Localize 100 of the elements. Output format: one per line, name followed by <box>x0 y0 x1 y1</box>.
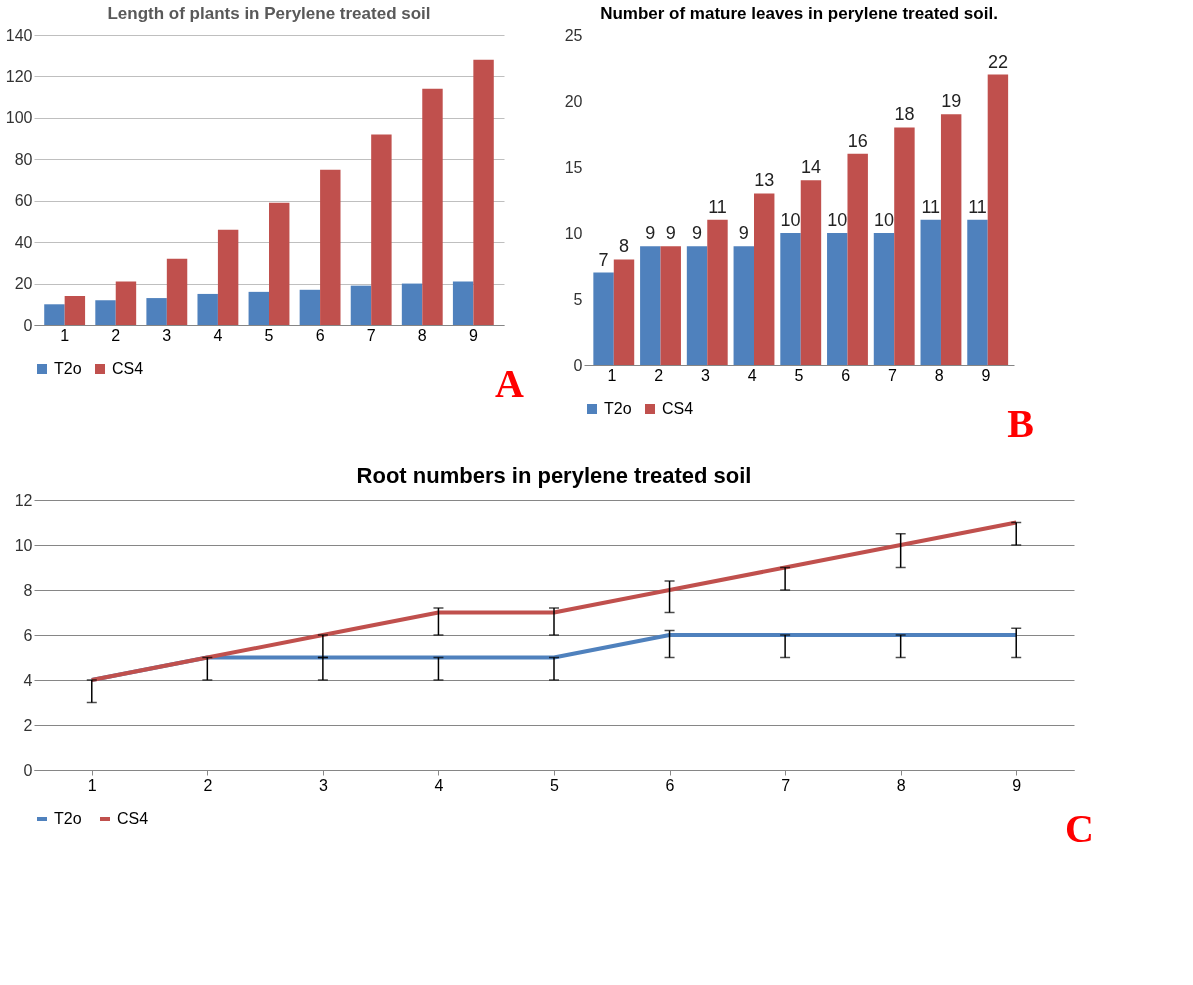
bar <box>452 281 474 325</box>
x-tick-label: 6 <box>665 776 675 794</box>
y-tick-label: 120 <box>5 67 33 85</box>
bar <box>299 289 321 325</box>
y-tick-label: 4 <box>23 671 33 689</box>
bar <box>166 258 188 325</box>
x-tick-label: 7 <box>366 326 376 344</box>
x-tick-label: 2 <box>654 366 664 384</box>
bar <box>248 291 269 325</box>
y-tick-label: 6 <box>23 626 33 644</box>
x-tick-label: 5 <box>264 326 274 344</box>
data-label: 10 <box>827 210 848 230</box>
x-tick-label: 6 <box>315 326 325 344</box>
bar <box>320 169 341 325</box>
data-label: 11 <box>708 196 727 217</box>
bar <box>422 88 443 325</box>
x-tick-label: 7 <box>888 366 898 384</box>
bar <box>613 259 635 365</box>
legend-label: T2o <box>54 360 82 377</box>
y-tick-label: 20 <box>14 275 33 293</box>
y-tick-label: 60 <box>14 192 33 210</box>
text: A <box>495 361 525 406</box>
bar <box>371 134 392 325</box>
x-tick-label: 9 <box>468 326 478 344</box>
chart-title: Root numbers in perylene treated soil <box>356 463 752 488</box>
x-tick-label: 9 <box>981 366 991 384</box>
x-tick-label: 4 <box>213 326 223 344</box>
bar <box>754 193 775 365</box>
bar <box>640 246 661 365</box>
data-label: 10 <box>780 210 801 230</box>
x-tick-label: 1 <box>607 366 617 384</box>
y-tick-label: 5 <box>573 290 583 308</box>
bar <box>707 219 728 365</box>
data-label: 9 <box>692 223 703 244</box>
legend-label: CS4 <box>112 360 144 377</box>
chart-title: Number of mature leaves in perylene treated soil. <box>600 4 998 23</box>
y-tick-label: 100 <box>5 109 33 127</box>
x-tick-label: 8 <box>934 366 944 384</box>
bar <box>95 300 116 325</box>
bar <box>827 233 848 365</box>
y-tick-label: 25 <box>564 26 583 44</box>
bar <box>197 293 218 325</box>
data-label: 8 <box>618 236 630 257</box>
data-label: 9 <box>738 223 749 244</box>
legend-label: CS4 <box>117 810 149 827</box>
bar <box>350 285 372 325</box>
text: B <box>1007 401 1034 446</box>
bar <box>920 219 941 365</box>
text: C <box>1065 806 1094 851</box>
x-tick-label: 3 <box>318 776 328 794</box>
bar <box>967 219 988 365</box>
legend-label: CS4 <box>662 400 694 417</box>
data-label: 9 <box>665 223 676 244</box>
bar <box>593 272 614 365</box>
data-label: 16 <box>847 130 868 151</box>
bar <box>780 233 801 365</box>
x-tick-label: 8 <box>417 326 427 344</box>
y-tick-label: 20 <box>564 92 583 110</box>
data-label: 10 <box>873 210 895 230</box>
data-label: 11 <box>968 196 987 217</box>
data-label: 19 <box>941 91 962 112</box>
bar <box>733 246 754 365</box>
data-label: 18 <box>894 104 915 125</box>
y-tick-label: 10 <box>14 536 33 554</box>
x-tick-label: 1 <box>60 326 70 344</box>
bar <box>217 229 239 325</box>
legend-label: T2o <box>54 810 82 827</box>
x-tick-label: 7 <box>781 776 791 794</box>
bar <box>115 281 137 325</box>
x-tick-label: 1 <box>87 776 97 794</box>
bar <box>686 246 708 365</box>
y-tick-label: 0 <box>573 356 583 374</box>
x-tick-label: 5 <box>794 366 804 384</box>
x-tick-label: 2 <box>203 776 213 794</box>
data-label: 14 <box>800 157 821 178</box>
bar <box>873 233 895 365</box>
data-label: 22 <box>987 51 1008 72</box>
bar <box>940 114 962 365</box>
x-tick-label: 5 <box>550 776 560 794</box>
x-tick-label: 8 <box>896 776 906 794</box>
bar <box>800 180 822 365</box>
bar <box>473 59 494 325</box>
x-tick-label: 9 <box>1012 776 1022 794</box>
bar <box>894 127 915 365</box>
y-tick-label: 2 <box>23 716 33 734</box>
x-tick-label: 3 <box>162 326 172 344</box>
y-tick-label: 12 <box>14 491 33 509</box>
legend-label: T2o <box>604 400 632 417</box>
y-tick-label: 10 <box>564 224 583 242</box>
bar <box>660 246 681 365</box>
y-tick-label: 140 <box>5 26 33 44</box>
x-tick-label: 3 <box>701 366 711 384</box>
y-tick-label: 8 <box>23 581 33 599</box>
y-tick-label: 0 <box>23 761 33 779</box>
bar <box>146 298 167 325</box>
data-label: 13 <box>754 170 775 191</box>
bar <box>847 153 868 365</box>
x-tick-label: 4 <box>434 776 444 794</box>
y-tick-label: 80 <box>14 150 33 168</box>
y-tick-label: 40 <box>14 233 33 251</box>
